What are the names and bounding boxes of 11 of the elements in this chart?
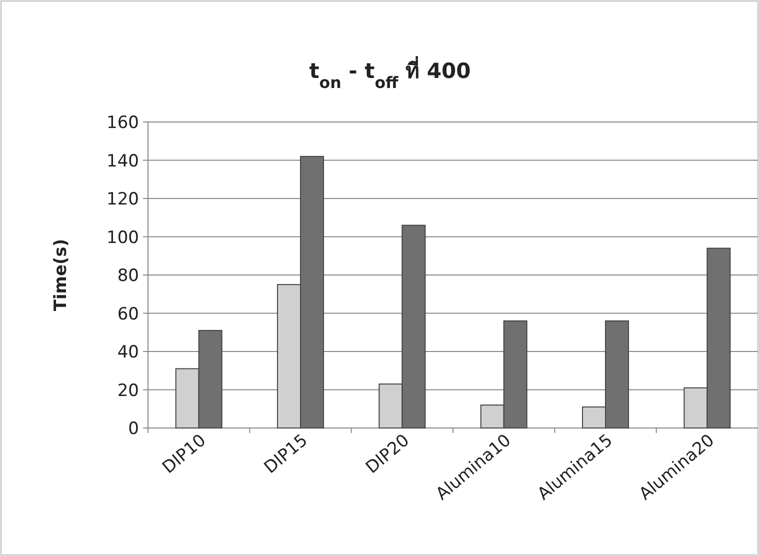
y-tick-label: 80 — [117, 266, 139, 286]
y-axis-title: Time(s) — [51, 238, 71, 312]
y-tick-label: 20 — [117, 380, 139, 401]
chart-title: t$_{on}$ - t$_{off}$ ที่ 400 — [309, 55, 471, 92]
y-tick-label: 120 — [106, 190, 139, 210]
y-tick-label: 60 — [117, 304, 139, 324]
y-tick-label: 140 — [106, 151, 139, 172]
y-tick-label: 100 — [106, 228, 139, 248]
y-tick-label: 0 — [128, 419, 139, 439]
y-tick-label: 40 — [117, 342, 139, 362]
y-tick-label: 160 — [106, 113, 139, 133]
